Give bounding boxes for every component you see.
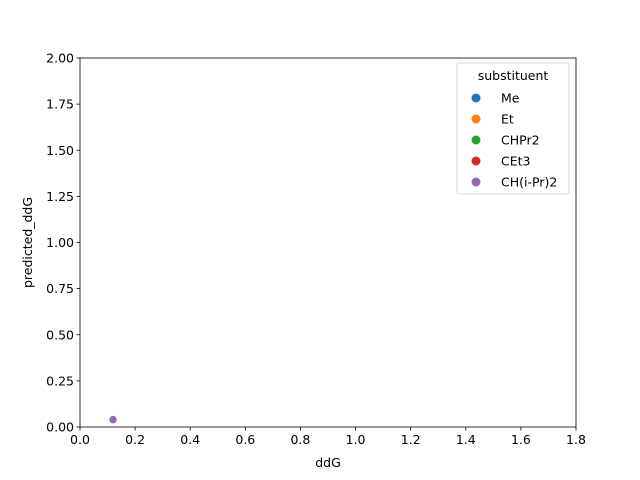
x-tick-label: 0.6	[235, 432, 255, 447]
y-tick-label: 0.50	[46, 327, 74, 342]
legend-label: Et	[501, 112, 514, 127]
y-tick-label: 1.25	[46, 189, 74, 204]
legend-label: Me	[501, 91, 520, 106]
legend-label: CEt3	[501, 154, 530, 169]
x-tick-label: 0.0	[70, 432, 90, 447]
y-tick-label: 1.75	[46, 97, 74, 112]
y-tick-label: 0.00	[46, 420, 74, 435]
legend-marker	[471, 177, 481, 187]
x-tick-label: 1.0	[346, 432, 366, 447]
x-axis-label: ddG	[315, 455, 341, 470]
legend-marker	[471, 135, 481, 145]
legend: substituent Me Et CHPr2 CEt3 CH(i-Pr)2	[456, 62, 570, 195]
x-tick-label: 1.2	[401, 432, 421, 447]
x-tick-label: 0.8	[290, 432, 310, 447]
y-tick-label: 1.50	[46, 143, 74, 158]
plot-area-frame	[79, 57, 577, 428]
y-tick-label: 0.25	[46, 373, 74, 388]
legend-entries: Me Et CHPr2 CEt3 CH(i-Pr)2	[471, 91, 557, 190]
data-points	[108, 415, 118, 424]
y-axis-ticks: 0.00 0.25 0.50 0.75 1.00 1.25 1.50 1.75 2.00	[46, 51, 80, 435]
legend-label: CHPr2	[501, 133, 540, 148]
x-tick-label: 1.8	[566, 432, 586, 447]
x-tick-label: 1.6	[511, 432, 531, 447]
y-tick-label: 1.00	[46, 235, 74, 250]
y-axis-label: predicted_ddG	[20, 197, 35, 288]
data-point	[108, 415, 118, 424]
legend-marker	[471, 156, 481, 166]
legend-title: substituent	[478, 68, 549, 83]
legend-marker	[471, 114, 481, 124]
x-tick-label: 0.4	[180, 432, 200, 447]
legend-box	[456, 62, 570, 195]
y-tick-label: 0.75	[46, 281, 74, 296]
x-tick-label: 1.4	[456, 432, 476, 447]
x-axis-ticks: 0.0 0.2 0.4 0.6 0.8 1.0 1.2 1.4 1.6 1.8	[70, 427, 586, 447]
legend-label: CH(i-Pr)2	[501, 175, 557, 190]
legend-marker	[471, 93, 481, 103]
x-tick-label: 0.2	[125, 432, 145, 447]
y-tick-label: 2.00	[46, 51, 74, 66]
